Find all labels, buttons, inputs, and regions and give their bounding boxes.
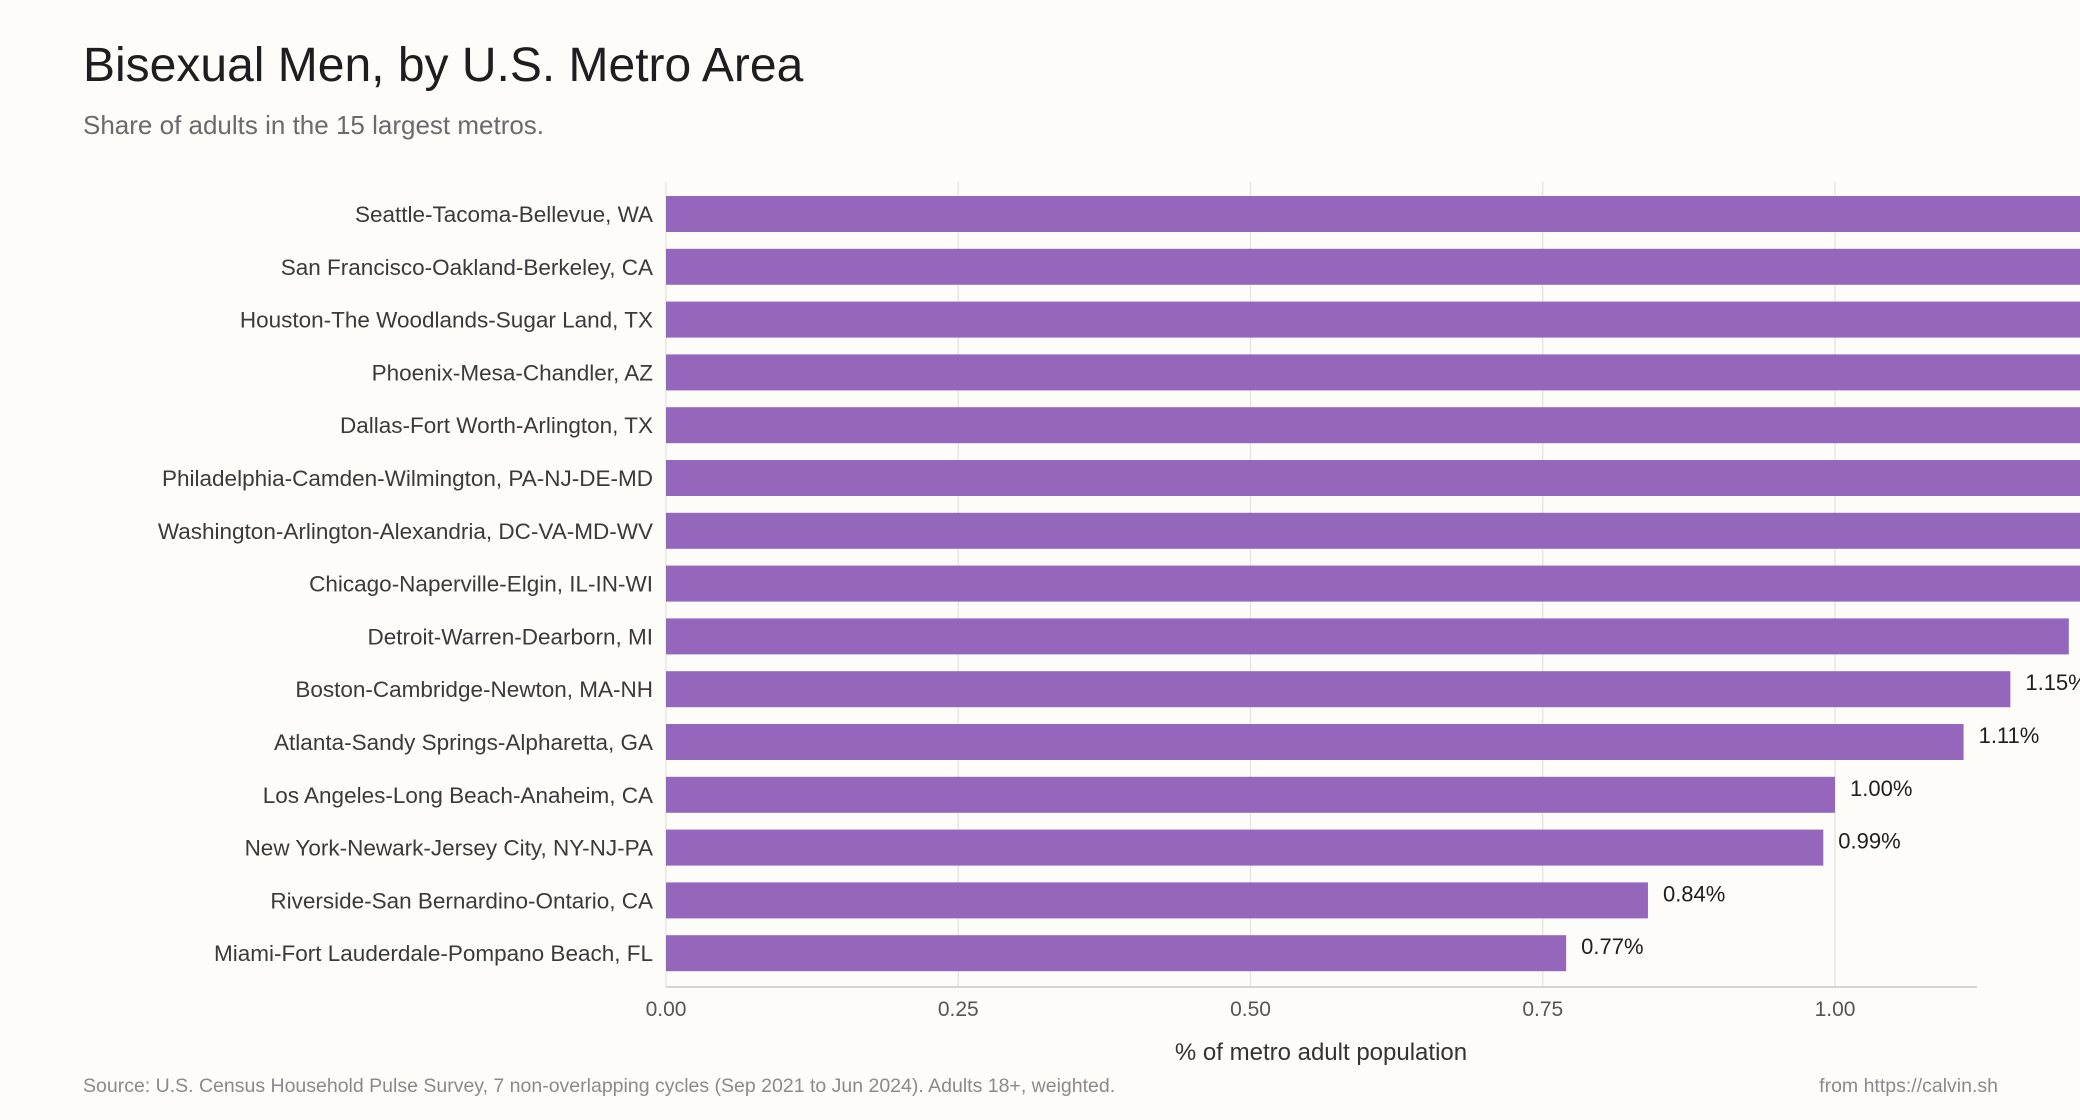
value-label: 1.00% (1850, 776, 1912, 801)
x-axis: 0.000.250.500.751.001.251.501.752.00 (646, 986, 1977, 1021)
bar (666, 671, 2011, 708)
category-label: Miami-Fort Lauderdale-Pompano Beach, FL (214, 941, 653, 966)
value-label: 1.11% (1979, 723, 2040, 748)
category-label: Dallas-Fort Worth-Arlington, TX (340, 413, 653, 438)
bar (666, 460, 2080, 496)
bars (666, 196, 2080, 972)
bar (666, 301, 2080, 338)
bar (666, 565, 2080, 602)
category-label: New York-Newark-Jersey City, NY-NJ-PA (245, 836, 653, 861)
category-label: Houston-The Woodlands-Sugar Land, TX (240, 308, 653, 333)
chart-title: Bisexual Men, by U.S. Metro Area (83, 39, 804, 92)
bar (666, 354, 2080, 391)
category-labels: Seattle-Tacoma-Bellevue, WA San Francisco… (158, 202, 653, 966)
x-tick-label: 0.00 (646, 998, 687, 1021)
category-label: Boston-Cambridge-Newton, MA-NH (295, 677, 653, 702)
category-label: Phoenix-Mesa-Chandler, AZ (372, 360, 654, 385)
bar (666, 724, 1964, 760)
value-label: 0.99% (1838, 829, 1900, 854)
x-axis-title: % of metro adult population (1175, 1039, 1467, 1066)
bar (666, 196, 2080, 232)
category-label: Chicago-Naperville-Elgin, IL-IN-WI (309, 572, 653, 597)
category-label: Atlanta-Sandy Springs-Alpharetta, GA (274, 730, 653, 755)
value-labels: 1.90%1.65%1.63%1.50%1.27%1.24%1.22%1.22%… (1581, 670, 2080, 959)
bar (666, 882, 1648, 919)
x-tick-label: 0.50 (1230, 998, 1271, 1021)
category-label: Washington-Arlington-Alexandria, DC-VA-M… (158, 519, 653, 544)
value-label: 0.77% (1581, 934, 1643, 959)
category-label: Detroit-Warren-Dearborn, MI (368, 624, 653, 649)
category-label: Los Angeles-Long Beach-Anaheim, CA (263, 783, 653, 808)
category-label: Philadelphia-Camden-Wilmington, PA-NJ-DE… (162, 466, 653, 491)
x-tick-label: 0.25 (938, 998, 979, 1021)
bar (666, 776, 1835, 813)
bar (666, 618, 2069, 655)
chart-subtitle: Share of adults in the 15 largest metros… (83, 110, 545, 140)
x-tick-label: 0.75 (1522, 998, 1563, 1021)
source-note: Source: U.S. Census Household Pulse Surv… (83, 1075, 1116, 1097)
bar (666, 829, 1824, 866)
x-tick-label: 1.00 (1815, 998, 1856, 1021)
credit-link[interactable]: from https://calvin.sh (1819, 1075, 1998, 1097)
bar (666, 512, 2080, 549)
bar (666, 248, 2080, 285)
value-label: 0.84% (1663, 881, 1725, 906)
bar (666, 407, 2080, 444)
category-label: Riverside-San Bernardino-Ontario, CA (270, 888, 653, 913)
category-label: Seattle-Tacoma-Bellevue, WA (355, 202, 653, 227)
bar (666, 935, 1567, 972)
value-label: 1.15% (2025, 670, 2080, 695)
category-label: San Francisco-Oakland-Berkeley, CA (281, 255, 653, 280)
